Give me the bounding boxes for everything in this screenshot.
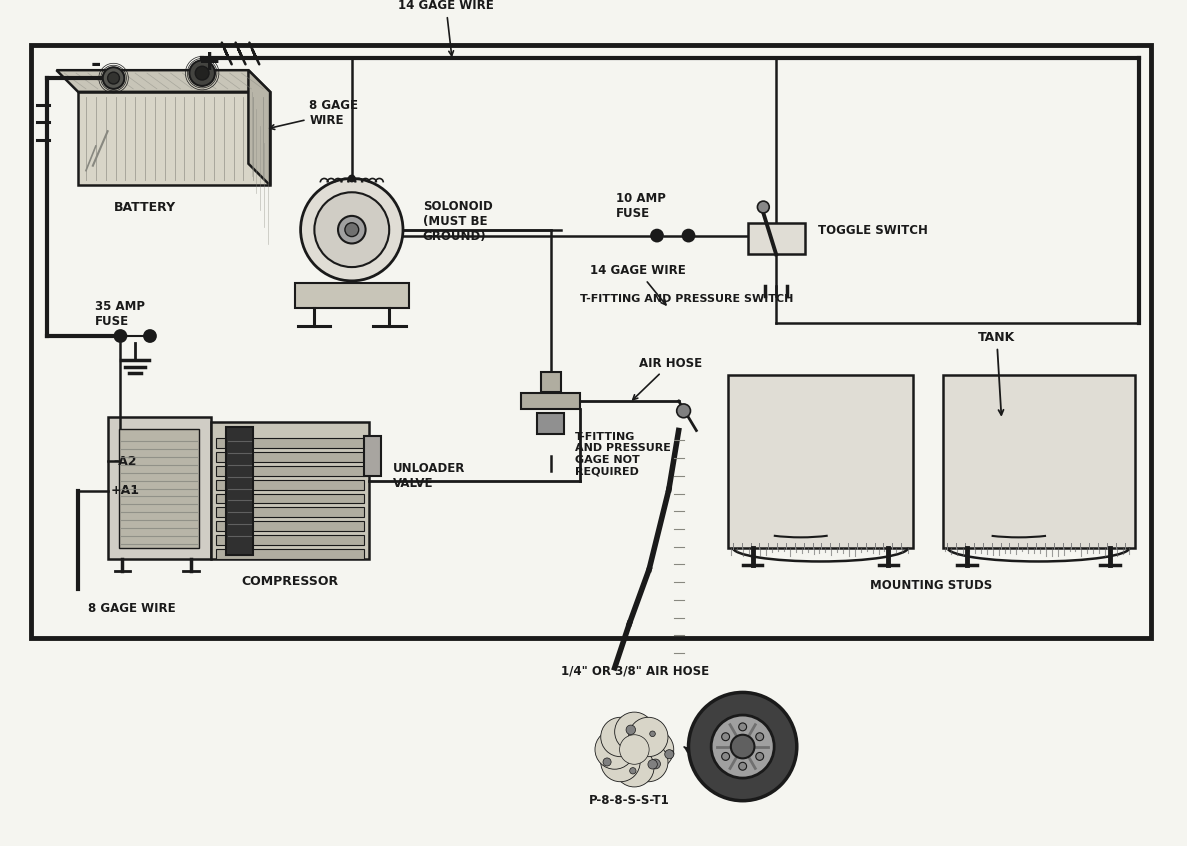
Circle shape [601, 717, 640, 756]
Circle shape [629, 742, 668, 782]
Text: SOLONOID
(MUST BE
GROUND): SOLONOID (MUST BE GROUND) [423, 201, 493, 244]
Circle shape [756, 733, 763, 740]
Circle shape [688, 692, 796, 800]
Text: UNLOADER
VALVE: UNLOADER VALVE [393, 462, 465, 490]
Text: +: + [198, 48, 222, 76]
Circle shape [607, 756, 612, 762]
Circle shape [103, 67, 125, 89]
Circle shape [345, 222, 358, 237]
Circle shape [731, 734, 755, 758]
Bar [216, 466, 363, 475]
Circle shape [738, 762, 747, 770]
Circle shape [315, 192, 389, 267]
Text: T-FITTING AND PRESSURE SWITCH: T-FITTING AND PRESSURE SWITCH [580, 294, 794, 304]
Text: 10 AMP
FUSE: 10 AMP FUSE [616, 192, 666, 220]
Bar [541, 372, 560, 393]
Text: TOGGLE SWITCH: TOGGLE SWITCH [819, 224, 928, 237]
Bar [363, 437, 381, 475]
Circle shape [195, 66, 209, 80]
Circle shape [756, 752, 763, 761]
Bar [748, 222, 805, 255]
Circle shape [618, 728, 628, 738]
Circle shape [615, 712, 654, 751]
Circle shape [722, 752, 730, 761]
Text: 14 GAGE WIRE: 14 GAGE WIRE [398, 0, 494, 56]
Bar [216, 480, 363, 490]
Circle shape [108, 72, 120, 84]
Circle shape [114, 329, 127, 343]
Bar [216, 508, 363, 517]
Text: +A1: +A1 [110, 484, 140, 497]
Circle shape [637, 766, 646, 775]
Circle shape [711, 715, 774, 778]
Text: 8 GAGE
WIRE: 8 GAGE WIRE [269, 99, 358, 129]
Text: MOUNTING STUDS: MOUNTING STUDS [870, 579, 992, 591]
Bar [211, 421, 368, 559]
Text: AIR: AIR [684, 747, 711, 764]
Circle shape [605, 753, 611, 758]
Circle shape [300, 179, 404, 281]
Circle shape [677, 404, 691, 418]
Circle shape [595, 730, 634, 769]
Text: BATTERY: BATTERY [114, 201, 176, 213]
Text: TANK: TANK [978, 331, 1015, 415]
Circle shape [642, 730, 649, 738]
Text: -A2: -A2 [114, 454, 138, 468]
Circle shape [639, 763, 647, 772]
Bar [728, 376, 913, 547]
Text: 14 GAGE WIRE: 14 GAGE WIRE [590, 264, 686, 305]
Circle shape [348, 174, 356, 183]
Bar [120, 429, 199, 547]
Circle shape [601, 742, 640, 782]
Circle shape [634, 730, 674, 769]
Text: -: - [90, 52, 101, 76]
Text: AIR HOSE: AIR HOSE [633, 356, 703, 400]
Circle shape [615, 727, 622, 733]
Text: COMPRESSOR: COMPRESSOR [241, 574, 338, 588]
Bar [216, 452, 363, 462]
Bar [216, 535, 363, 545]
Bar [521, 393, 580, 409]
Bar [216, 549, 363, 558]
Circle shape [144, 329, 157, 343]
Bar [226, 426, 253, 555]
Bar [216, 493, 363, 503]
Circle shape [190, 60, 215, 86]
Polygon shape [78, 92, 271, 185]
Circle shape [338, 216, 366, 244]
Circle shape [660, 744, 669, 752]
Text: P-8-8-S-S-T1: P-8-8-S-S-T1 [589, 794, 669, 807]
Bar [108, 417, 211, 559]
Circle shape [650, 228, 664, 243]
Bar [294, 283, 408, 309]
Circle shape [681, 228, 696, 243]
Circle shape [615, 748, 654, 787]
Circle shape [757, 201, 769, 213]
Bar [537, 413, 565, 435]
Polygon shape [248, 70, 271, 185]
Circle shape [738, 723, 747, 731]
Text: 1/4" OR 3/8" AIR HOSE: 1/4" OR 3/8" AIR HOSE [560, 664, 709, 678]
Bar [942, 376, 1135, 547]
Circle shape [722, 733, 730, 740]
Bar [216, 521, 363, 531]
Bar [216, 438, 363, 448]
Circle shape [629, 717, 668, 756]
Circle shape [620, 734, 649, 764]
Polygon shape [57, 70, 271, 92]
Text: 35 AMP
FUSE: 35 AMP FUSE [95, 300, 145, 328]
Text: T-FITTING
AND PRESSURE
GAGE NOT
REQUIRED: T-FITTING AND PRESSURE GAGE NOT REQUIRED [576, 431, 671, 476]
Text: 8 GAGE WIRE: 8 GAGE WIRE [88, 602, 176, 615]
